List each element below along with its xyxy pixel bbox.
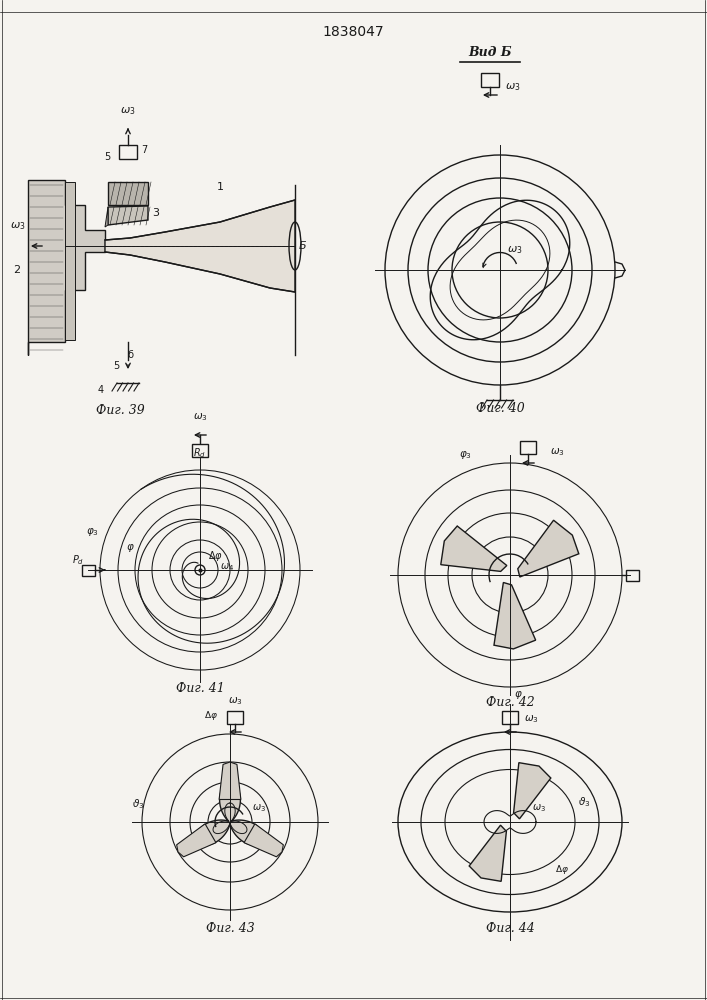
Polygon shape <box>626 570 638 580</box>
Text: $\Delta\varphi$: $\Delta\varphi$ <box>555 863 569 876</box>
Polygon shape <box>219 762 241 799</box>
Text: Б: Б <box>299 241 307 251</box>
Text: $\omega_3$: $\omega_3$ <box>550 446 565 458</box>
Text: $\Delta\varphi$: $\Delta\varphi$ <box>208 549 223 563</box>
Polygon shape <box>192 444 208 456</box>
Text: $\varphi_3$: $\varphi_3$ <box>459 449 472 461</box>
Text: 5: 5 <box>104 152 110 162</box>
Text: Вид Б: Вид Б <box>468 45 512 58</box>
Polygon shape <box>502 710 518 724</box>
Polygon shape <box>28 180 105 355</box>
Text: $\omega_3$: $\omega_3$ <box>228 695 243 707</box>
Text: $\omega_3$: $\omega_3$ <box>507 244 522 256</box>
Text: Фиг. 40: Фиг. 40 <box>476 401 525 414</box>
Text: $\omega_3$: $\omega_3$ <box>532 802 546 814</box>
Polygon shape <box>177 824 216 857</box>
Text: 1838047: 1838047 <box>322 25 384 39</box>
Text: $\omega_3$: $\omega_3$ <box>192 411 207 423</box>
Polygon shape <box>440 526 507 571</box>
Text: $\omega_3$: $\omega_3$ <box>252 802 266 814</box>
Polygon shape <box>469 825 506 881</box>
Text: Фиг. 39: Фиг. 39 <box>95 403 144 416</box>
Text: $R_d$: $R_d$ <box>194 446 206 460</box>
Text: $P_d$: $P_d$ <box>72 553 84 567</box>
Polygon shape <box>108 206 148 225</box>
Circle shape <box>195 565 205 575</box>
Polygon shape <box>196 784 264 845</box>
Text: $\omega_3$: $\omega_3$ <box>524 713 539 725</box>
Polygon shape <box>65 182 75 340</box>
Text: $\omega_3$: $\omega_3$ <box>10 220 25 232</box>
Polygon shape <box>244 824 284 857</box>
Polygon shape <box>494 582 536 649</box>
Text: 2: 2 <box>13 265 20 275</box>
Polygon shape <box>119 145 137 159</box>
Text: $\varphi$: $\varphi$ <box>126 542 134 554</box>
Text: $\vartheta_3$: $\vartheta_3$ <box>578 795 590 809</box>
Text: 1: 1 <box>216 182 223 192</box>
Text: Фиг. 44: Фиг. 44 <box>486 922 534 934</box>
Text: Фиг. 43: Фиг. 43 <box>206 922 255 934</box>
Text: 4: 4 <box>98 385 104 395</box>
Text: 5: 5 <box>112 361 119 371</box>
Polygon shape <box>520 440 536 454</box>
Polygon shape <box>105 207 108 227</box>
Polygon shape <box>227 710 243 724</box>
Polygon shape <box>108 182 148 205</box>
Text: $\omega_3$: $\omega_3$ <box>505 81 520 93</box>
Polygon shape <box>81 564 95 576</box>
Text: $\Delta\varphi$: $\Delta\varphi$ <box>204 708 218 722</box>
Text: 7: 7 <box>141 145 147 155</box>
Text: Фиг. 41: Фиг. 41 <box>175 682 224 694</box>
Text: $\varphi_3$: $\varphi_3$ <box>86 526 98 538</box>
Text: $\varphi$: $\varphi$ <box>514 689 522 701</box>
Text: $\omega_4$: $\omega_4$ <box>220 561 234 573</box>
Polygon shape <box>481 73 499 87</box>
Polygon shape <box>105 200 295 292</box>
Polygon shape <box>518 520 579 577</box>
Text: $\omega_3$: $\omega_3$ <box>120 105 136 117</box>
Text: 3: 3 <box>152 208 159 218</box>
Text: Фиг. 42: Фиг. 42 <box>486 696 534 708</box>
Polygon shape <box>513 763 551 819</box>
Text: $\vartheta_3$: $\vartheta_3$ <box>132 797 144 811</box>
Text: б: б <box>127 350 133 360</box>
